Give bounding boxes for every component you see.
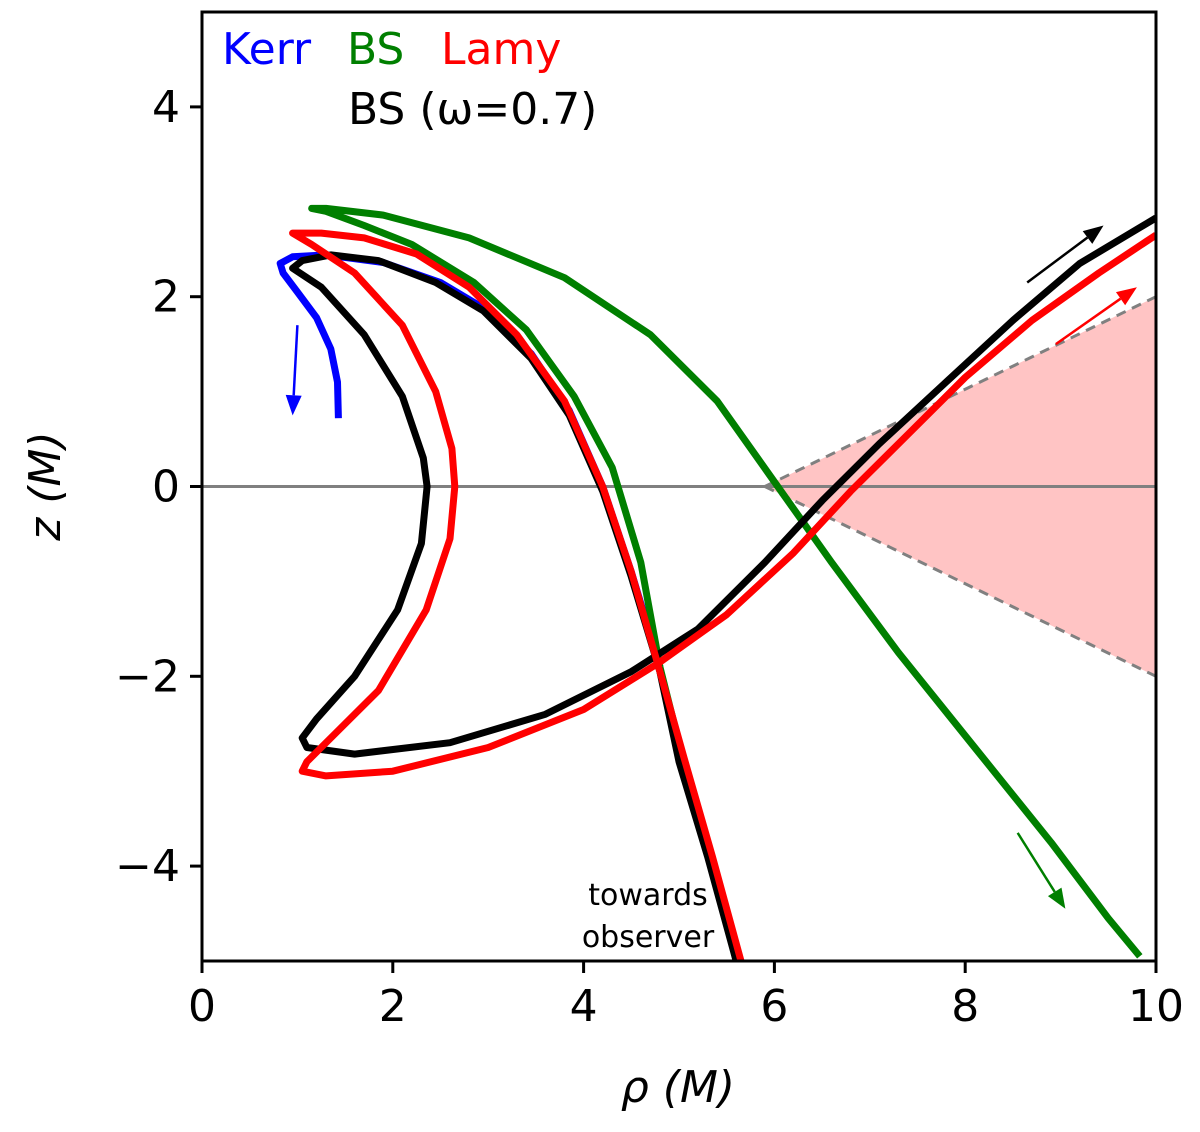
direction-arrowhead-0 (285, 394, 302, 416)
y-axis-label: z (M) (20, 431, 71, 541)
annotation-towards: towards (588, 878, 708, 913)
y-tick-label: 4 (152, 82, 180, 133)
y-tick-label: −2 (115, 651, 180, 702)
y-tick-label: −4 (115, 841, 180, 892)
direction-arrow-3 (1016, 832, 1056, 893)
y-tick-label: 2 (152, 272, 180, 323)
direction-arrow-1 (1026, 236, 1089, 284)
direction-arrowhead-1 (1082, 225, 1104, 244)
cone-edge-dashed (764, 295, 1157, 488)
x-tick-label: 6 (760, 981, 788, 1032)
legend-kerr: Kerr (222, 24, 312, 75)
x-tick-label: 8 (951, 981, 979, 1032)
series-line-0 (276, 251, 664, 668)
series-layer (276, 204, 1156, 961)
direction-arrow-2 (1055, 297, 1122, 346)
direction-arrowhead-3 (1047, 887, 1066, 909)
x-tick-label: 4 (570, 981, 598, 1032)
tick-layer: 0 2 4 6 8 10 −4 −2 0 2 4 (115, 82, 1184, 1032)
arrow-layer (285, 225, 1137, 909)
direction-arrowhead-2 (1115, 287, 1137, 306)
series-line-4 (289, 229, 1156, 961)
annotation-observer: observer (582, 920, 715, 955)
series-line-1 (308, 204, 1143, 959)
direction-arrow-0 (292, 325, 299, 396)
x-tick-label: 0 (188, 981, 216, 1032)
x-tick-label: 10 (1128, 981, 1184, 1032)
x-axis-label: ρ (M) (621, 1062, 735, 1113)
legend-bs-omega: BS (ω=0.7) (348, 84, 597, 135)
legend-lamy: Lamy (441, 24, 561, 75)
legend-bs: BS (347, 24, 404, 75)
y-tick-label: 0 (152, 462, 180, 513)
x-tick-label: 2 (379, 981, 407, 1032)
